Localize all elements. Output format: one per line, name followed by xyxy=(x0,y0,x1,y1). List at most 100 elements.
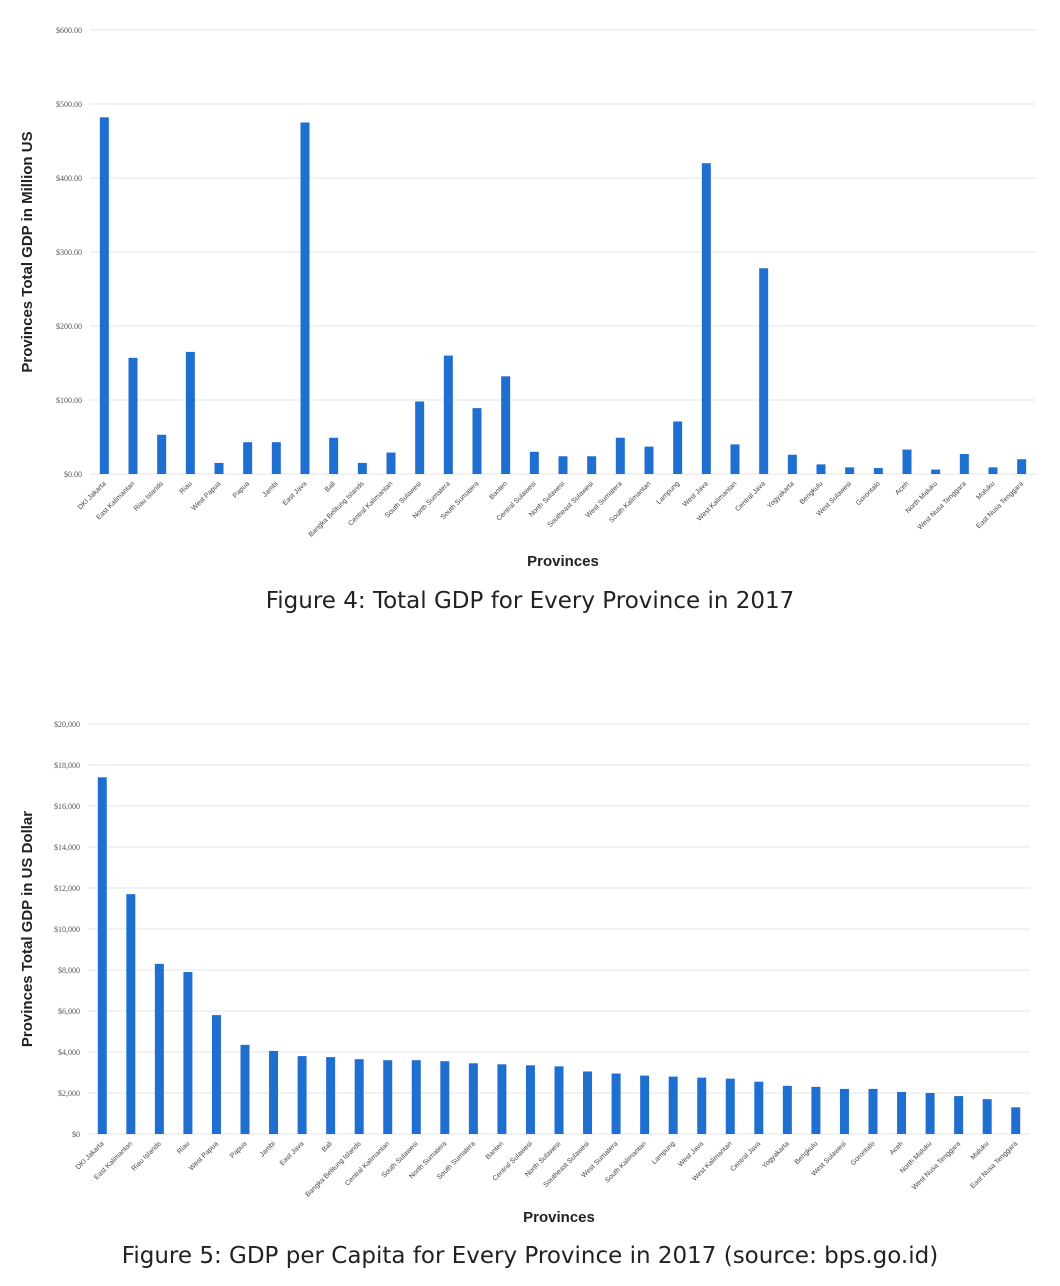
bar xyxy=(529,451,539,474)
bar xyxy=(868,1088,878,1134)
bar xyxy=(897,1091,907,1134)
figure-5-svg: $0 $2,000 $4,000 $6,000 $8,000 $10,000 $12,000… xyxy=(19,720,1030,1226)
x-category-label: Maluku xyxy=(975,480,996,501)
x-category-label: Papua xyxy=(229,1140,248,1159)
y-tick-label: $12,000 xyxy=(54,884,80,893)
bar xyxy=(640,1075,650,1134)
y-tick-label: $0 xyxy=(72,1130,80,1139)
bar xyxy=(269,1050,279,1134)
bar xyxy=(271,442,281,474)
x-category-label: West Papua xyxy=(188,1140,220,1172)
bar xyxy=(988,467,998,474)
x-category-label: Lampung xyxy=(651,1140,677,1166)
bar xyxy=(1017,459,1027,474)
bar xyxy=(954,1096,964,1134)
bar xyxy=(697,1077,707,1134)
bar xyxy=(959,454,969,474)
bar xyxy=(554,1066,564,1134)
x-category-label: Yogyakarta xyxy=(761,1140,791,1170)
x-category-label: Central Java xyxy=(729,1140,762,1173)
x-category-label: Riau xyxy=(179,480,194,495)
bar xyxy=(816,464,826,474)
y-tick-label: $300.00 xyxy=(56,248,82,257)
x-category-label: Bali xyxy=(321,1140,335,1154)
x-category-label: Riau Islands xyxy=(131,1140,164,1173)
y-tick-label: $6,000 xyxy=(58,1007,80,1016)
y-tick-label: $2,000 xyxy=(58,1089,80,1098)
x-category-label: Lampung xyxy=(655,480,681,506)
bar xyxy=(615,437,625,474)
bar xyxy=(811,1086,821,1134)
bar xyxy=(587,456,597,474)
bar xyxy=(787,454,797,474)
x-category-label: Bengkulu xyxy=(799,480,825,506)
x-category-label: Bangka Belitung Islands xyxy=(308,480,366,538)
bar xyxy=(97,777,107,1134)
bar xyxy=(782,1085,792,1134)
bar xyxy=(1011,1107,1021,1134)
bar xyxy=(925,1093,935,1134)
bar xyxy=(725,1078,735,1134)
bar xyxy=(386,452,396,474)
x-category-label: Banten xyxy=(488,480,509,501)
bar xyxy=(185,351,195,474)
x-axis-title: Provinces xyxy=(523,1209,595,1226)
bar xyxy=(759,268,769,474)
x-category-label: Bali xyxy=(324,480,338,494)
x-category-label: DKI Jakarta xyxy=(75,1140,106,1171)
figure-4-chart: $0.00 $100.00 $200.00 $300.00 $400.00 $500.00… xyxy=(0,0,1060,580)
bar xyxy=(214,462,224,474)
bar xyxy=(701,163,711,474)
bar xyxy=(354,1059,364,1134)
bar xyxy=(730,444,740,474)
x-category-label: West Java xyxy=(677,1140,705,1168)
x-category-label: Riau Islands xyxy=(133,480,166,513)
bar xyxy=(211,1015,221,1134)
bar xyxy=(558,456,568,474)
bar xyxy=(472,408,482,474)
bar xyxy=(126,894,136,1134)
x-category-label: Yogyakarta xyxy=(766,480,796,510)
x-axis-title: Provinces xyxy=(527,553,599,570)
y-tick-label: $500.00 xyxy=(56,100,82,109)
bar xyxy=(845,467,855,474)
y-axis-title: Provinces Total GDP in US Dollar xyxy=(19,811,36,1047)
y-tick-label: $10,000 xyxy=(54,925,80,934)
bar xyxy=(668,1076,678,1134)
y-tick-label: $100.00 xyxy=(56,396,82,405)
y-tick-label: $4,000 xyxy=(58,1048,80,1057)
x-category-label: Jambi xyxy=(259,1140,277,1158)
bar xyxy=(673,421,683,474)
bar xyxy=(300,122,310,474)
bar xyxy=(329,437,339,474)
bar xyxy=(839,1088,849,1134)
x-category-label: Gorontalo xyxy=(850,1140,877,1167)
y-axis-title: Provinces Total GDP in Million US xyxy=(19,131,36,372)
x-category-label: Riau xyxy=(176,1140,191,1155)
bar xyxy=(157,434,167,474)
x-category-label: West Java xyxy=(682,480,710,508)
x-category-label: Bengkulu xyxy=(794,1140,820,1166)
bar xyxy=(501,376,511,474)
x-category-label: Maluku xyxy=(970,1140,991,1161)
bar xyxy=(383,1060,393,1134)
bar xyxy=(468,1063,478,1134)
bar xyxy=(902,449,912,474)
y-tick-label: $18,000 xyxy=(54,761,80,770)
bar xyxy=(497,1064,507,1134)
figure-5-caption: Figure 5: GDP per Capita for Every Provi… xyxy=(121,1243,939,1269)
figure-4-svg: $0.00 $100.00 $200.00 $300.00 $400.00 $500.00… xyxy=(19,26,1036,570)
bar xyxy=(240,1044,250,1134)
y-tick-label: $0.00 xyxy=(64,470,82,479)
bar xyxy=(873,468,883,474)
y-tick-label: $600.00 xyxy=(56,26,82,35)
x-category-label: West Nusa Tenggara xyxy=(911,1140,962,1191)
bar xyxy=(99,117,109,474)
bar xyxy=(583,1071,593,1134)
x-category-label: West Papua xyxy=(191,480,223,512)
bar xyxy=(154,963,164,1134)
x-category-label: Banten xyxy=(485,1140,506,1161)
bar xyxy=(525,1065,535,1134)
x-category-label: Aceh xyxy=(894,480,910,496)
y-tick-label: $16,000 xyxy=(54,802,80,811)
